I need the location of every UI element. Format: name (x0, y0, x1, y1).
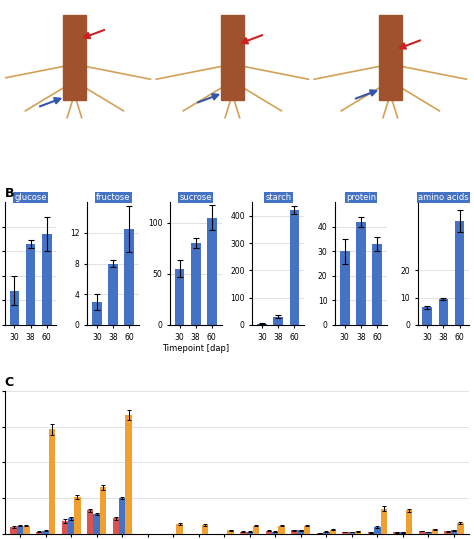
Bar (419, 531, 425, 534)
Bar (425, 532, 432, 534)
Text: glucose: glucose (14, 193, 47, 202)
Bar (273, 317, 283, 325)
Bar (381, 509, 387, 534)
Text: amino acids: amino acids (418, 193, 469, 202)
Text: 30 dap: 30 dap (55, 121, 94, 131)
Text: A: A (9, 9, 19, 22)
Bar (290, 210, 299, 325)
Bar (356, 222, 366, 325)
Bar (17, 526, 23, 534)
Bar (112, 519, 119, 534)
Bar (340, 251, 350, 325)
Bar (304, 526, 310, 534)
Bar (108, 264, 118, 325)
X-axis label: Timepoint [dap]: Timepoint [dap] (162, 344, 229, 354)
Bar (63, 15, 86, 100)
Bar (10, 527, 17, 534)
Bar (62, 521, 68, 534)
Bar (36, 532, 42, 534)
Bar (374, 527, 381, 534)
Bar (317, 533, 323, 534)
Bar (372, 244, 382, 325)
Bar (42, 234, 52, 325)
Bar (92, 302, 102, 325)
Text: B: B (5, 187, 14, 200)
Text: starch: starch (265, 193, 292, 202)
Bar (278, 526, 285, 534)
Bar (455, 221, 465, 325)
Text: protein: protein (346, 193, 376, 202)
Bar (432, 529, 438, 534)
Bar (176, 524, 183, 534)
Bar (329, 530, 336, 534)
Text: 60 dap: 60 dap (370, 121, 410, 131)
Bar (9, 291, 19, 325)
Bar (253, 526, 259, 534)
Bar (23, 526, 29, 534)
Bar (379, 15, 402, 100)
Bar (422, 307, 432, 325)
Bar (87, 510, 93, 534)
Bar (393, 532, 400, 534)
Bar (368, 532, 374, 534)
Bar (444, 531, 451, 534)
Bar (119, 498, 125, 534)
Text: C: C (5, 376, 14, 389)
Bar (26, 244, 36, 325)
Bar (124, 229, 134, 325)
Bar (221, 15, 244, 100)
Bar (93, 514, 100, 534)
Bar (240, 532, 246, 534)
Bar (100, 487, 106, 534)
Bar (246, 532, 253, 534)
Text: 38 dap: 38 dap (212, 121, 253, 131)
Text: sucrose: sucrose (180, 193, 212, 202)
Bar (342, 532, 349, 534)
Bar (207, 218, 217, 325)
Bar (257, 323, 267, 325)
Bar (175, 268, 184, 325)
Bar (349, 532, 355, 534)
Bar (406, 510, 412, 534)
Bar (68, 519, 74, 534)
Bar (291, 530, 298, 534)
Bar (74, 497, 81, 534)
Bar (49, 430, 55, 534)
Bar (228, 530, 234, 534)
Bar (323, 532, 329, 534)
Bar (400, 532, 406, 534)
Bar (451, 530, 457, 534)
Bar (272, 532, 278, 534)
Bar (457, 523, 464, 534)
Bar (298, 530, 304, 534)
Bar (125, 415, 132, 534)
Bar (355, 531, 361, 534)
Text: fructose: fructose (96, 193, 130, 202)
Bar (191, 243, 201, 325)
Bar (266, 531, 272, 534)
Bar (202, 524, 208, 534)
Bar (42, 531, 49, 534)
Bar (438, 299, 448, 325)
